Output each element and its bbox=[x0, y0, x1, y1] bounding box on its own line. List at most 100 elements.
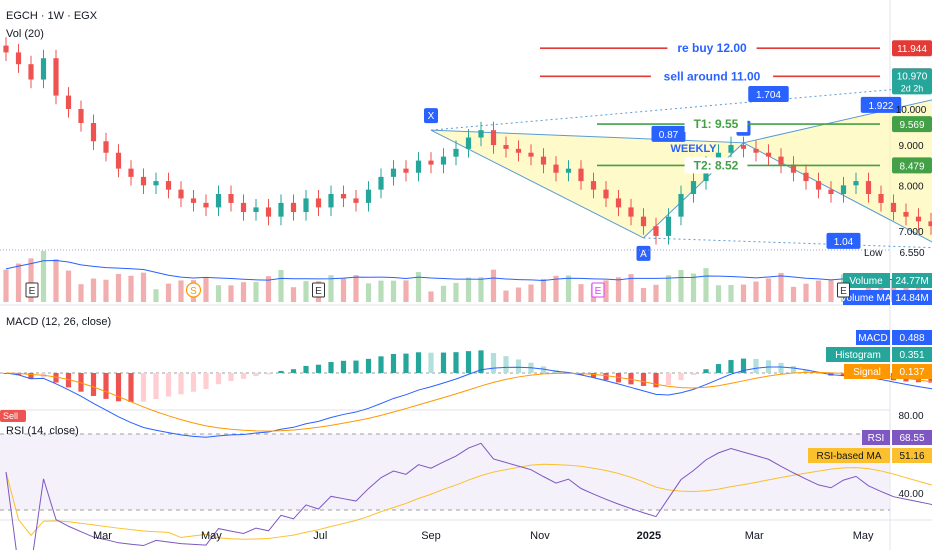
volume-bar bbox=[353, 275, 359, 302]
candles bbox=[3, 37, 932, 245]
candle-body bbox=[728, 145, 734, 153]
rsi-badge-value: 68.55 bbox=[899, 433, 924, 444]
volume-bar bbox=[528, 284, 534, 302]
macd-histogram-bar bbox=[153, 373, 159, 400]
volume-bar bbox=[465, 277, 472, 302]
macd-histogram-bar bbox=[403, 353, 409, 373]
volume-bar bbox=[215, 285, 222, 302]
pattern-ratio-badge bbox=[826, 232, 861, 249]
event-earnings-marker bbox=[836, 282, 850, 298]
macd-indicator-label: MACD (12, 26, close) bbox=[6, 316, 111, 328]
macd-histogram-bar bbox=[778, 362, 784, 373]
volume-bar bbox=[415, 272, 422, 302]
candle-body bbox=[915, 216, 922, 222]
volume-bar bbox=[503, 290, 509, 302]
macd-histogram-bar bbox=[603, 373, 609, 381]
volume-bar bbox=[628, 274, 634, 302]
candle-body bbox=[190, 198, 197, 203]
candle-body bbox=[378, 176, 384, 190]
rsi-sell-badge bbox=[0, 410, 26, 422]
rsi-badge-label: RSI-based MA bbox=[816, 451, 881, 462]
volume-bar bbox=[428, 291, 434, 302]
macd-histogram-bar bbox=[315, 364, 322, 373]
volume-bar bbox=[140, 272, 147, 302]
candle-body bbox=[615, 198, 622, 208]
last-price-value: 10.970 bbox=[897, 71, 928, 82]
last-price-countdown: 2d 2h bbox=[901, 83, 924, 93]
volume-bar bbox=[790, 286, 797, 302]
macd-histogram-bar bbox=[128, 373, 134, 403]
level-price-badge bbox=[892, 157, 932, 174]
volume-bar bbox=[178, 280, 184, 302]
pattern-ratio-label: 0.87 bbox=[659, 130, 679, 141]
volume-bar bbox=[765, 278, 772, 302]
macd-histogram-bar bbox=[415, 352, 422, 373]
rsi-sell-badge-text: Sell bbox=[3, 411, 18, 421]
macd-histogram-bar bbox=[365, 358, 372, 373]
candle-body bbox=[328, 193, 334, 208]
volume-bar bbox=[165, 283, 172, 302]
volume-bar bbox=[228, 285, 234, 302]
level-price-badge bbox=[892, 40, 932, 57]
macd-histogram-bar bbox=[53, 373, 59, 383]
rsi-badge-label: RSI bbox=[868, 433, 885, 444]
candle-body bbox=[628, 207, 634, 217]
candle-body bbox=[228, 193, 234, 203]
candle-body bbox=[240, 202, 247, 212]
level-label-bg bbox=[650, 68, 774, 85]
macd-histogram-bar bbox=[103, 373, 109, 399]
macd-histogram-bar bbox=[590, 373, 597, 378]
macd-histogram-bar bbox=[478, 350, 484, 373]
candle-body bbox=[478, 130, 484, 138]
volume-bar bbox=[715, 285, 722, 302]
macd-histogram-bar bbox=[440, 352, 447, 373]
volume-bar bbox=[515, 287, 522, 302]
candle-body bbox=[690, 181, 697, 194]
macd-histogram-bar bbox=[140, 373, 147, 402]
macd-histogram-bar bbox=[515, 359, 522, 373]
time-tick-label: Jul bbox=[313, 530, 327, 542]
volume-bar bbox=[603, 280, 609, 302]
volume-bar bbox=[403, 280, 409, 302]
volume-badge-value-bg bbox=[892, 290, 932, 305]
macd-histogram-bar bbox=[815, 372, 822, 374]
candle-body bbox=[565, 168, 572, 173]
volume-badge-value: 24.77M bbox=[895, 276, 928, 287]
macd-histogram-bar bbox=[490, 353, 497, 373]
volume-bar bbox=[565, 275, 572, 302]
volume-bar bbox=[578, 284, 584, 302]
volume-bar bbox=[665, 275, 672, 302]
candle-body bbox=[278, 202, 284, 217]
volume-bar bbox=[690, 273, 697, 302]
level-label-bg bbox=[684, 157, 748, 174]
macd-badge-label: Histogram bbox=[835, 350, 881, 361]
macd-histogram-bar bbox=[340, 360, 347, 373]
candle-body bbox=[428, 160, 434, 165]
time-tick-label: May bbox=[853, 530, 874, 542]
event-markers: E S E EE bbox=[25, 282, 850, 298]
macd-badge-value-bg bbox=[892, 330, 932, 345]
macd-badge-value: 0.137 bbox=[899, 367, 924, 378]
level-label-bg bbox=[667, 40, 757, 57]
level-label: sell around 11.00 bbox=[664, 69, 761, 83]
macd-histogram-bar bbox=[803, 369, 809, 373]
pattern-ratio-label: 1.922 bbox=[868, 101, 893, 112]
macd-histogram-bar bbox=[328, 362, 334, 373]
pattern-center-label: WEEKLY bbox=[670, 143, 717, 155]
macd-histogram-bar bbox=[390, 354, 397, 373]
level-price-badge-text: 9.569 bbox=[899, 120, 924, 131]
volume-bar bbox=[328, 275, 334, 302]
time-tick-label: Nov bbox=[530, 530, 550, 542]
macd-line bbox=[5, 366, 932, 438]
event-split-label: S bbox=[190, 286, 197, 297]
candle-body bbox=[128, 168, 134, 177]
candle-body bbox=[540, 156, 547, 165]
level-label: T1: 9.55 bbox=[694, 117, 739, 131]
volume-bar bbox=[553, 275, 559, 302]
rsi-badge-label-bg bbox=[862, 430, 890, 445]
candle-body bbox=[828, 189, 834, 194]
symbol-title: EGCH · 1W · EGX bbox=[6, 10, 98, 22]
level-label-bg bbox=[684, 116, 748, 133]
candle-body bbox=[653, 226, 659, 236]
candle-body bbox=[840, 185, 847, 194]
